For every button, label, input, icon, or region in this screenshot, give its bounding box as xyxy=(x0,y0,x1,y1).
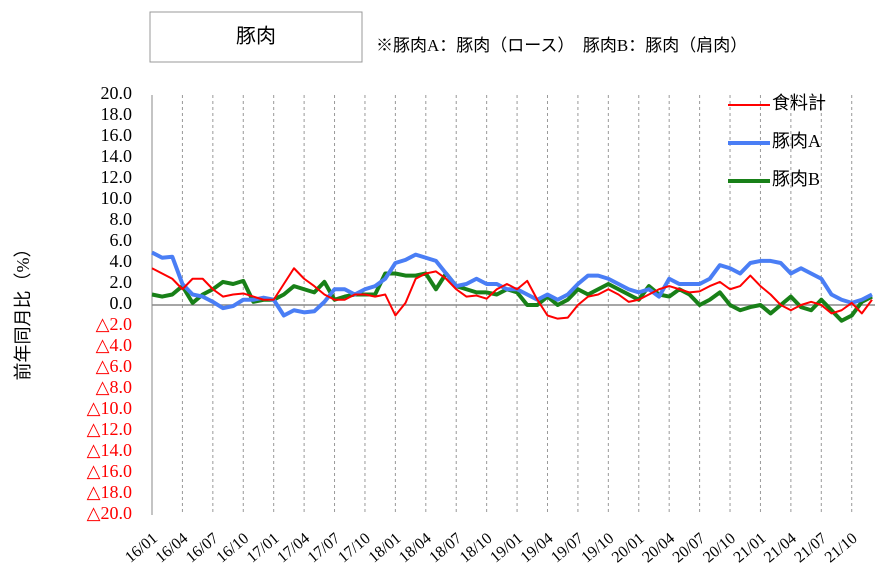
y-tick-label: △18.0 xyxy=(87,482,132,502)
x-tick-label: 20/01 xyxy=(609,530,648,566)
chart-subtitle: ※豚肉A：豚肉（ロース） 豚肉B：豚肉（肩肉） xyxy=(376,36,747,55)
y-tick-label: △14.0 xyxy=(87,440,132,460)
y-tick-label: △2.0 xyxy=(96,314,132,334)
y-tick-label: 14.0 xyxy=(101,146,133,166)
x-tick-label: 17/04 xyxy=(274,530,313,566)
x-tick-label: 21/10 xyxy=(822,530,861,566)
y-tick-label: △8.0 xyxy=(96,377,132,397)
x-tick-label: 18/07 xyxy=(426,530,465,566)
legend-label: 食料計 xyxy=(772,93,826,113)
x-tick-label: 21/04 xyxy=(761,530,800,566)
y-tick-label: 18.0 xyxy=(101,104,133,124)
x-tick-label: 20/04 xyxy=(639,530,678,566)
y-tick-label: 16.0 xyxy=(101,125,133,145)
y-tick-label: △12.0 xyxy=(87,419,132,439)
x-tick-label: 19/10 xyxy=(578,530,617,566)
title-box xyxy=(149,11,363,63)
x-tick-label: 20/10 xyxy=(700,530,739,566)
x-tick-label: 17/01 xyxy=(244,530,283,566)
chart-title: 豚肉 xyxy=(236,25,276,48)
y-tick-label: △16.0 xyxy=(87,461,132,481)
x-tick-label: 17/07 xyxy=(305,530,344,566)
y-tick-label: 20.0 xyxy=(101,83,133,103)
x-tick-label: 18/10 xyxy=(457,530,496,566)
series-line xyxy=(151,267,873,320)
x-tick-label: 18/01 xyxy=(365,530,404,566)
x-tick-label: 20/07 xyxy=(670,530,709,566)
x-tick-label: 19/01 xyxy=(487,530,526,566)
x-tick-label: 16/04 xyxy=(153,530,192,566)
y-tick-label: △20.0 xyxy=(87,503,132,523)
x-tick-label: 21/01 xyxy=(731,530,770,566)
x-tick-label: 18/04 xyxy=(396,530,435,566)
y-tick-label: 6.0 xyxy=(110,230,133,250)
y-tick-label: 10.0 xyxy=(101,188,133,208)
y-tick-label: △6.0 xyxy=(96,356,132,376)
x-tick-label: 16/10 xyxy=(213,530,252,566)
x-tick-label: 19/04 xyxy=(518,530,557,566)
y-tick-label: 2.0 xyxy=(110,272,133,292)
x-tick-label: 19/07 xyxy=(548,530,587,566)
x-tick-label: 21/07 xyxy=(791,530,830,566)
y-tick-label: 12.0 xyxy=(101,167,133,187)
legend-label: 豚肉B xyxy=(772,169,820,189)
x-tick-label: 17/10 xyxy=(335,530,374,566)
y-tick-label: 0.0 xyxy=(110,293,133,313)
x-tick-label: 16/01 xyxy=(122,530,161,566)
x-tick-label: 16/07 xyxy=(183,530,222,566)
y-tick-label: 8.0 xyxy=(110,209,133,229)
legend-label: 豚肉A xyxy=(772,131,821,151)
y-tick-label: 4.0 xyxy=(110,251,133,271)
y-tick-label: △4.0 xyxy=(96,335,132,355)
y-tick-label: △10.0 xyxy=(87,398,132,418)
y-axis-label: 前年同月比（%） xyxy=(13,240,33,381)
